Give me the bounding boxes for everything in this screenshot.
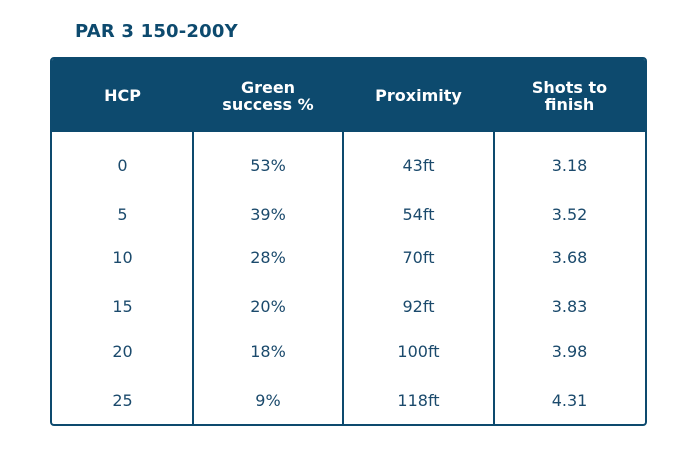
column-divider [493, 132, 495, 424]
table-cell: 3.52 [551, 204, 588, 224]
table-cell: 3.68 [551, 247, 588, 267]
column-header: Proximity [343, 59, 494, 132]
column-header-label: HCP [104, 86, 141, 105]
column-divider [192, 132, 194, 424]
table-title: PAR 3 150-200Y [75, 21, 238, 42]
table-cell: 70ft [402, 247, 435, 267]
table-cell: 9% [255, 390, 281, 410]
column-header: Green success % [193, 59, 343, 132]
column-divider [342, 132, 344, 424]
table-cell: 0 [117, 155, 128, 175]
table-cell: 54ft [402, 204, 435, 224]
table-cell: 28% [250, 247, 286, 267]
data-table: HCP Green success % Proximity Shots to fini… [50, 57, 647, 426]
column-header: Shots to finish [494, 59, 645, 132]
table-cell: 20% [250, 296, 286, 316]
table-cell: 4.31 [551, 390, 588, 410]
table-cell: 18% [250, 341, 286, 361]
table-cell: 39% [250, 204, 286, 224]
table-cell: 53% [250, 155, 286, 175]
table-cell: 92ft [402, 296, 435, 316]
table-cell: 25 [112, 390, 133, 410]
table-cell: 5 [117, 204, 128, 224]
table-cell: 43ft [402, 155, 435, 175]
table-cell: 3.98 [551, 341, 588, 361]
table-cell: 100ft [397, 341, 440, 361]
table-cell: 3.18 [551, 155, 588, 175]
column-header-label: Shots to finish [531, 77, 608, 114]
column-header: HCP [52, 59, 193, 132]
table-cell: 118ft [397, 390, 440, 410]
column-header-label: Proximity [375, 86, 462, 105]
table-cell: 15 [112, 296, 133, 316]
table-cell: 20 [112, 341, 133, 361]
table-header-row: HCP Green success % Proximity Shots to fini… [52, 59, 645, 132]
column-header-label: Green success % [222, 77, 314, 114]
table-cell: 3.83 [551, 296, 588, 316]
table-cell: 10 [112, 247, 133, 267]
